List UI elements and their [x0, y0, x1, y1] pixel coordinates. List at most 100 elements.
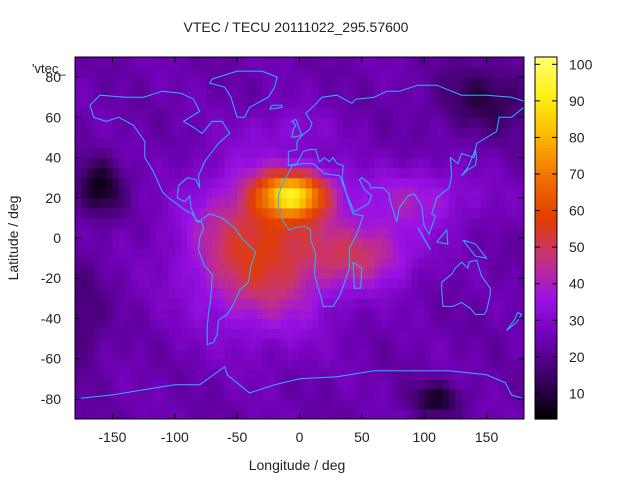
heatmap-cell [380, 147, 388, 159]
heatmap-cell [168, 318, 176, 330]
colorbar-segment [535, 219, 557, 224]
heatmap-cell [237, 248, 244, 259]
y-tick-label: 0 [53, 230, 61, 246]
heatmap-cell [461, 348, 469, 360]
heatmap-cell [162, 258, 170, 269]
heatmap-cell [118, 177, 126, 189]
heatmap-cell [455, 67, 463, 78]
heatmap-cell [224, 97, 232, 108]
heatmap-cell [112, 278, 120, 289]
heatmap-cell [81, 248, 89, 259]
colorbar-segment [535, 406, 557, 411]
heatmap-cell [430, 378, 438, 390]
heatmap-cell [318, 167, 326, 179]
heatmap-cell [411, 77, 419, 88]
heatmap-cell [93, 187, 101, 199]
heatmap-cell [305, 368, 313, 380]
heatmap-cell [293, 408, 301, 419]
heatmap-cell [230, 248, 238, 259]
heatmap-cell [499, 298, 506, 309]
heatmap-cell [424, 117, 432, 128]
heatmap-cell [330, 278, 338, 289]
colorbar-segment [535, 57, 557, 61]
heatmap-cell [311, 288, 319, 299]
heatmap-cell [237, 318, 244, 330]
heatmap-cell [268, 67, 276, 78]
heatmap-cell [430, 87, 438, 98]
heatmap-cell [106, 227, 114, 239]
heatmap-cell [75, 167, 82, 179]
heatmap-cell [124, 288, 132, 299]
heatmap-cell [343, 398, 350, 410]
heatmap-cell [87, 268, 95, 279]
heatmap-cell [237, 227, 244, 239]
heatmap-cell [505, 197, 513, 209]
heatmap-cell [430, 358, 438, 370]
heatmap-cell [417, 338, 425, 350]
heatmap-cell [368, 77, 375, 88]
heatmap-cell [224, 207, 232, 219]
heatmap-cell [318, 288, 326, 299]
heatmap-cell [492, 127, 500, 139]
heatmap-cell [287, 127, 294, 139]
heatmap-cell [330, 248, 338, 259]
heatmap-cell [424, 308, 432, 320]
heatmap-cell [499, 177, 506, 189]
heatmap-cell [455, 378, 463, 390]
y-axis-label: Latitude / deg [5, 196, 21, 281]
heatmap-cell [330, 187, 338, 199]
heatmap-cell [411, 378, 419, 390]
heatmap-cell [262, 227, 269, 239]
heatmap-cell [380, 288, 388, 299]
heatmap-cell [99, 67, 107, 78]
heatmap-cell [305, 378, 313, 390]
heatmap-cell [343, 238, 350, 249]
heatmap-cell [393, 248, 400, 259]
heatmap-cell [293, 57, 301, 68]
heatmap-cell [399, 77, 407, 88]
coastline-path [436, 228, 449, 245]
heatmap-cell [131, 207, 138, 219]
heatmap-cell [411, 358, 419, 370]
heatmap-cell [131, 107, 138, 118]
heatmap-cell [336, 368, 344, 380]
heatmap-cell [112, 97, 120, 108]
heatmap-cell [399, 238, 407, 249]
heatmap-cell [224, 77, 232, 88]
heatmap-cell [224, 157, 232, 169]
heatmap-cell [380, 268, 388, 279]
heatmap-cell [230, 177, 238, 189]
heatmap-cell [287, 197, 294, 209]
colorbar-segment [535, 343, 557, 348]
heatmap-cell [193, 87, 201, 98]
heatmap-cell [93, 67, 101, 78]
heatmap-cell [424, 298, 432, 309]
heatmap-cell [230, 187, 238, 199]
heatmap-cell [474, 207, 481, 219]
heatmap-cell [374, 408, 382, 419]
heatmap-cell [156, 227, 163, 239]
heatmap-cell [75, 157, 82, 169]
heatmap-cell [368, 298, 375, 309]
heatmap-cell [118, 308, 126, 320]
heatmap-cell [486, 368, 494, 380]
heatmap-cell [75, 137, 82, 149]
heatmap-cell [417, 87, 425, 98]
heatmap-cell [430, 408, 438, 419]
heatmap-cell [230, 378, 238, 390]
heatmap-cell [137, 227, 145, 239]
x-tick-label: 0 [296, 429, 304, 445]
heatmap-cell [162, 157, 170, 169]
heatmap-cell [87, 227, 95, 239]
heatmap-cell [137, 398, 145, 410]
heatmap-cell [405, 187, 413, 199]
heatmap-cell [368, 368, 375, 380]
heatmap-cell [305, 358, 313, 370]
colorbar-tick-label: 10 [569, 385, 585, 401]
heatmap-cell [75, 258, 82, 269]
heatmap-cell [324, 207, 332, 219]
heatmap-cell [461, 378, 469, 390]
heatmap-cell [280, 147, 288, 159]
heatmap-cell [343, 117, 350, 128]
heatmap-cell [112, 77, 120, 88]
